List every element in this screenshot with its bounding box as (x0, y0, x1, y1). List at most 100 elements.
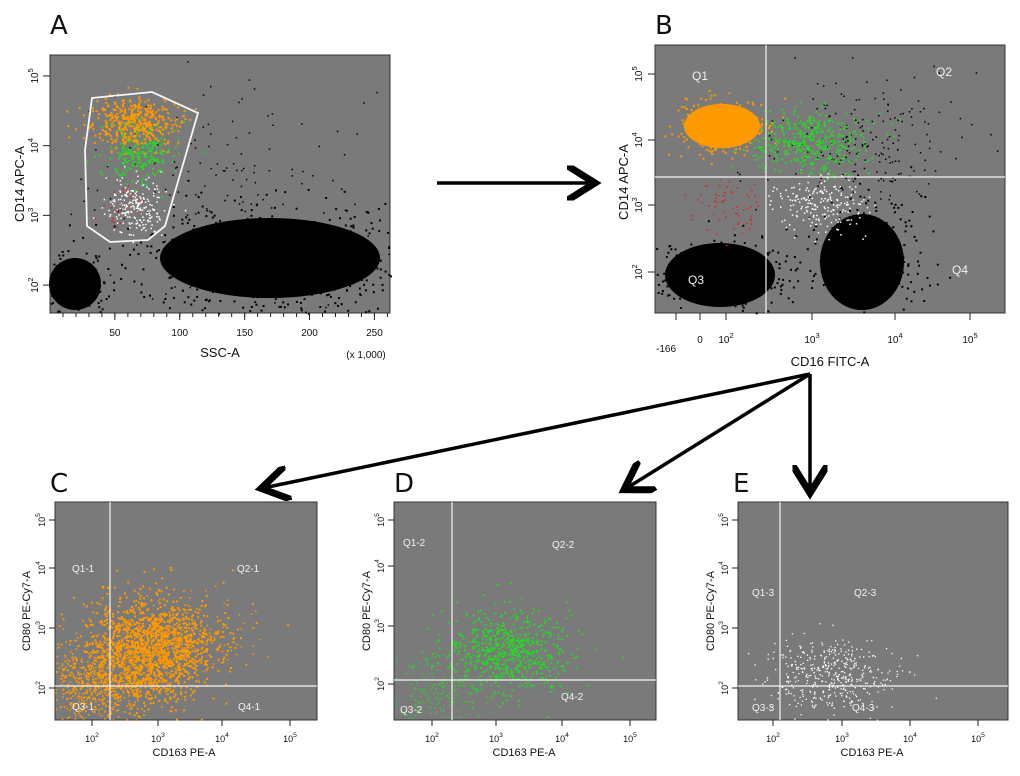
event-black (833, 159, 835, 161)
event-green (109, 157, 112, 160)
event-black (864, 143, 866, 145)
event-red (722, 200, 724, 202)
event-orange (255, 622, 258, 624)
event-orange (701, 145, 704, 148)
event-orange (142, 118, 145, 121)
event-orange (159, 688, 162, 691)
event-green (778, 138, 781, 141)
x-tick-label-a: 50 (109, 328, 121, 339)
event-orange (729, 126, 732, 128)
event-orange (86, 643, 89, 646)
event-orange (727, 126, 729, 128)
event-white (121, 177, 123, 179)
event-orange (186, 624, 189, 627)
event-black (69, 260, 72, 263)
event-black (253, 269, 256, 272)
event-green (121, 162, 124, 165)
event-black (143, 296, 146, 298)
event-black (196, 281, 199, 284)
event-orange (140, 639, 143, 642)
event-black (883, 146, 885, 149)
event-orange (170, 662, 173, 665)
event-black (901, 285, 904, 288)
event-orange (157, 622, 160, 625)
event-green (801, 160, 804, 162)
event-orange (193, 666, 196, 669)
event-white (833, 209, 835, 211)
event-black (715, 270, 718, 273)
event-orange (224, 612, 227, 615)
event-black (883, 243, 886, 246)
event-white (822, 192, 824, 194)
event-orange (142, 126, 145, 128)
event-black (913, 76, 916, 79)
event-green (857, 149, 860, 152)
event-orange (725, 125, 728, 128)
event-orange (134, 675, 137, 678)
event-orange (159, 126, 161, 129)
event-green (826, 178, 828, 181)
event-orange (723, 118, 726, 121)
event-black (280, 233, 283, 236)
event-orange (113, 119, 116, 122)
event-black (287, 303, 289, 306)
event-black (86, 285, 89, 288)
event-green (133, 160, 136, 163)
event-orange (155, 664, 158, 667)
event-green (799, 129, 802, 132)
event-white (802, 219, 805, 221)
event-orange (194, 610, 197, 613)
event-white (151, 204, 153, 207)
event-black (873, 257, 876, 260)
event-black (865, 202, 868, 205)
event-orange (180, 686, 183, 689)
event-orange (198, 608, 201, 611)
event-black (866, 218, 869, 220)
event-orange (668, 153, 671, 156)
event-orange (194, 622, 197, 625)
event-orange (132, 689, 135, 692)
event-orange (116, 628, 119, 631)
event-orange (142, 631, 144, 634)
event-black (250, 274, 253, 277)
event-green (760, 149, 762, 151)
event-black (683, 265, 686, 268)
event-black (775, 261, 778, 263)
event-black (862, 217, 865, 219)
event-orange (133, 623, 136, 626)
event-white (142, 184, 145, 186)
event-black (137, 253, 140, 256)
event-black (882, 179, 885, 182)
event-green (157, 171, 160, 173)
event-green (770, 147, 773, 150)
event-black (730, 293, 733, 296)
event-black (164, 249, 167, 252)
event-orange (177, 619, 180, 622)
event-orange (756, 122, 759, 125)
event-orange (144, 663, 147, 666)
event-green (819, 131, 821, 134)
event-green (786, 122, 788, 125)
event-black (273, 231, 276, 234)
event-orange (721, 131, 724, 134)
event-black (85, 284, 88, 287)
event-black (273, 237, 276, 240)
event-black (667, 251, 670, 254)
event-orange (705, 98, 708, 101)
event-black (730, 264, 733, 267)
event-black (302, 235, 305, 238)
event-black (313, 257, 316, 260)
event-orange (107, 610, 110, 613)
event-orange (136, 628, 139, 631)
event-black (296, 278, 299, 281)
event-white (132, 199, 134, 202)
event-green (127, 140, 130, 143)
event-white (114, 211, 116, 213)
event-orange (147, 628, 149, 631)
event-green (862, 136, 865, 139)
event-green (795, 157, 798, 160)
event-white (123, 212, 126, 215)
event-black (181, 289, 184, 292)
event-orange (152, 628, 155, 631)
event-orange (134, 647, 137, 650)
